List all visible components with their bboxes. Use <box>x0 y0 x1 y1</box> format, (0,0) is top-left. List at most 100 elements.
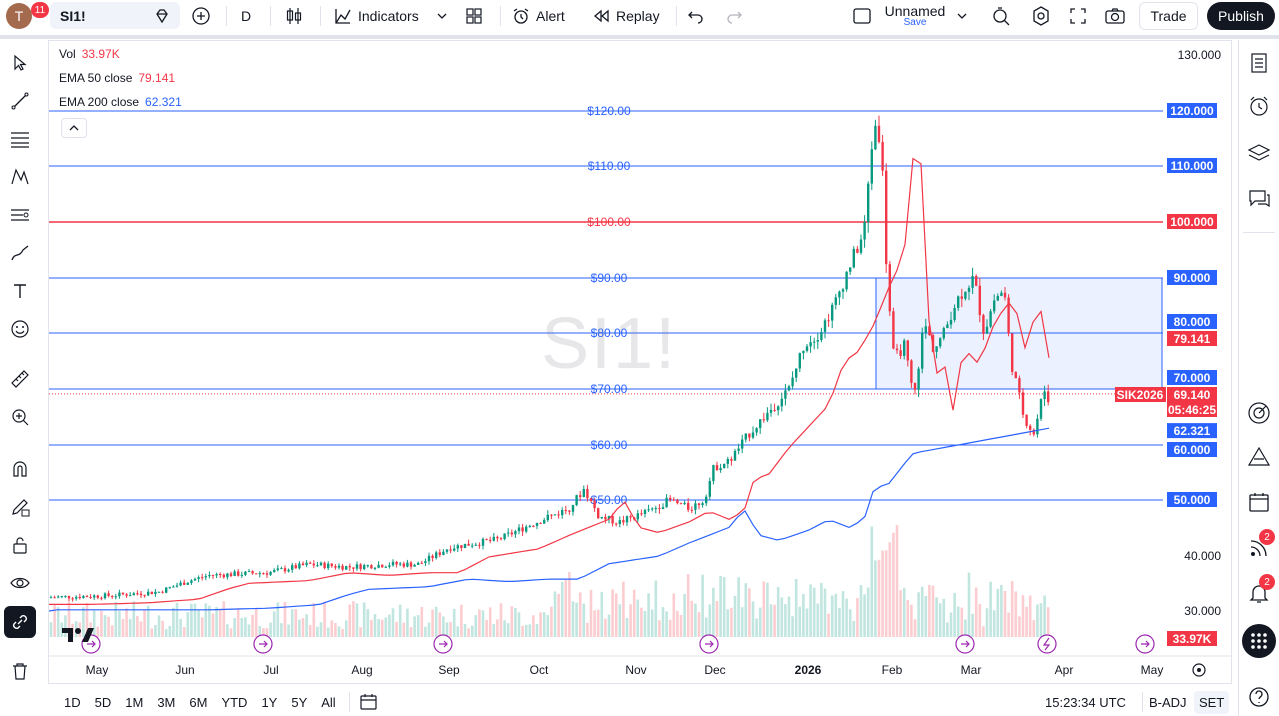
candle-body[interactable] <box>499 538 503 540</box>
candle-body[interactable] <box>507 532 510 534</box>
candle-body[interactable] <box>229 573 233 576</box>
candle-body[interactable] <box>381 564 384 568</box>
candle-body[interactable] <box>388 565 391 567</box>
candle-body[interactable] <box>993 300 996 312</box>
candle-body[interactable] <box>255 573 258 575</box>
candle-body[interactable] <box>273 570 276 572</box>
price-axis-label[interactable]: 70.000 <box>1174 371 1211 385</box>
candle-body[interactable] <box>1007 297 1010 334</box>
candle-body[interactable] <box>535 523 539 526</box>
candle-body[interactable] <box>831 304 834 321</box>
candle-body[interactable] <box>521 527 524 532</box>
diamond-icon[interactable] <box>154 8 170 24</box>
candle-body[interactable] <box>492 536 495 541</box>
candle-body[interactable] <box>319 562 323 566</box>
candle-body[interactable] <box>334 566 337 568</box>
candle-body[interactable] <box>305 562 308 566</box>
candle-body[interactable] <box>93 595 96 598</box>
candle-body[interactable] <box>352 567 355 569</box>
candle-body[interactable] <box>75 596 78 599</box>
candle-body[interactable] <box>543 520 546 524</box>
candle-body[interactable] <box>402 563 405 567</box>
price-axis-label[interactable]: 120.000 <box>1170 104 1214 118</box>
candle-body[interactable] <box>528 525 531 527</box>
object-tree-button[interactable] <box>1246 140 1272 166</box>
ema200-line[interactable] <box>49 427 1050 612</box>
ideas-button[interactable] <box>1246 444 1272 470</box>
candle-body[interactable] <box>802 350 805 354</box>
candle-body[interactable] <box>737 448 740 451</box>
candle-body[interactable] <box>481 538 485 546</box>
candle-body[interactable] <box>841 289 845 292</box>
candle-body[interactable] <box>953 307 956 320</box>
candle-body[interactable] <box>373 567 377 569</box>
candle-body[interactable] <box>121 592 125 595</box>
candle-body[interactable] <box>640 513 643 515</box>
candle-body[interactable] <box>71 598 74 600</box>
range-1d[interactable]: 1D <box>64 694 81 710</box>
candle-body[interactable] <box>399 563 402 565</box>
candle-body[interactable] <box>514 531 517 535</box>
calendar-button[interactable] <box>1246 489 1272 515</box>
candle-body[interactable] <box>881 142 884 171</box>
candle-body[interactable] <box>366 565 369 567</box>
text-tool[interactable] <box>7 278 33 304</box>
candle-body[interactable] <box>604 516 607 520</box>
candle-body[interactable] <box>168 587 171 589</box>
candle-body[interactable] <box>755 428 758 433</box>
candle-body[interactable] <box>143 595 146 597</box>
target-button[interactable] <box>1246 400 1272 426</box>
candle-body[interactable] <box>49 597 53 599</box>
candle-body[interactable] <box>247 571 251 573</box>
candle-body[interactable] <box>960 296 963 299</box>
candle-body[interactable] <box>777 406 780 411</box>
candle-body[interactable] <box>496 536 499 539</box>
candle-body[interactable] <box>676 499 679 504</box>
user-avatar[interactable]: T 11 <box>6 2 49 29</box>
candle-body[interactable] <box>600 516 603 519</box>
candle-body[interactable] <box>291 565 294 570</box>
candle-body[interactable] <box>942 328 945 339</box>
candle-body[interactable] <box>892 311 895 349</box>
candle-body[interactable] <box>759 419 762 429</box>
collapse-legend-button[interactable] <box>61 118 87 138</box>
candle-body[interactable] <box>100 597 103 599</box>
emoji-tool[interactable] <box>7 316 33 342</box>
candle-body[interactable] <box>877 125 881 143</box>
candle-body[interactable] <box>222 574 225 578</box>
candle-body[interactable] <box>946 324 949 329</box>
candle-body[interactable] <box>179 582 182 586</box>
candle-body[interactable] <box>211 574 215 576</box>
candle-body[interactable] <box>715 465 719 471</box>
range-ytd[interactable]: YTD <box>221 694 248 710</box>
candle-body[interactable] <box>859 239 863 253</box>
candle-body[interactable] <box>661 507 665 510</box>
candle-body[interactable] <box>453 548 456 551</box>
candle-body[interactable] <box>586 488 589 499</box>
candle-body[interactable] <box>683 502 686 505</box>
candle-body[interactable] <box>744 433 747 440</box>
legend-ema200[interactable]: EMA 200 close 62.321 <box>59 95 182 109</box>
candle-body[interactable] <box>359 564 362 570</box>
candle-body[interactable] <box>571 505 575 512</box>
candle-body[interactable] <box>827 320 830 322</box>
candle-body[interactable] <box>258 573 261 575</box>
candle-body[interactable] <box>939 338 942 347</box>
candle-body[interactable] <box>298 563 301 569</box>
candle-body[interactable] <box>874 125 877 150</box>
candle-body[interactable] <box>417 562 420 565</box>
replay-button[interactable]: Replay <box>584 2 667 30</box>
candle-body[interactable] <box>118 592 121 597</box>
range-3m[interactable]: 3M <box>157 694 176 710</box>
candle-body[interactable] <box>485 538 488 540</box>
candle-body[interactable] <box>183 582 186 585</box>
candle-body[interactable] <box>348 566 351 568</box>
candle-body[interactable] <box>193 578 197 581</box>
candle-body[interactable] <box>157 591 161 593</box>
indicators-button[interactable]: Indicators <box>326 2 426 30</box>
candle-body[interactable] <box>1021 392 1025 415</box>
candle-body[interactable] <box>219 574 222 576</box>
trade-button[interactable]: Trade <box>1139 2 1198 30</box>
candle-body[interactable] <box>201 577 204 579</box>
candle-body[interactable] <box>478 544 481 546</box>
